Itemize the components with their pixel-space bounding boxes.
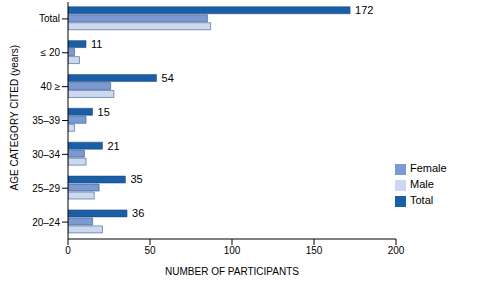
svg-text:Total: Total bbox=[39, 13, 60, 24]
html-text:Female: Female bbox=[410, 162, 447, 174]
svg-text:AGE CATEGORY CITED (years): AGE CATEGORY CITED (years) bbox=[9, 45, 20, 191]
svg-text:25–29: 25–29 bbox=[32, 183, 60, 194]
svg-text:50: 50 bbox=[144, 245, 156, 256]
svg-text:35–39: 35–39 bbox=[32, 115, 60, 126]
svg-text:200: 200 bbox=[388, 245, 405, 256]
svg-text:21: 21 bbox=[107, 140, 119, 152]
svg-text:15: 15 bbox=[98, 106, 110, 118]
svg-text:NUMBER OF PARTICIPANTS: NUMBER OF PARTICIPANTS bbox=[165, 266, 299, 277]
svg-text:≤ 20: ≤ 20 bbox=[41, 47, 61, 58]
svg-text:40 ≥: 40 ≥ bbox=[41, 81, 61, 92]
svg-text:0: 0 bbox=[65, 245, 71, 256]
html-text:Total: Total bbox=[410, 194, 434, 206]
svg-text:150: 150 bbox=[306, 245, 323, 256]
svg-text:36: 36 bbox=[132, 207, 144, 219]
svg-text:35: 35 bbox=[130, 173, 142, 185]
svg-text:30–34: 30–34 bbox=[32, 149, 60, 160]
svg-text:100: 100 bbox=[224, 245, 241, 256]
svg-text:20–24: 20–24 bbox=[32, 217, 60, 228]
html-text:Male: Male bbox=[410, 178, 434, 190]
svg-text:172: 172 bbox=[355, 4, 373, 16]
svg-text:54: 54 bbox=[162, 72, 174, 84]
svg-text:11: 11 bbox=[91, 38, 102, 50]
